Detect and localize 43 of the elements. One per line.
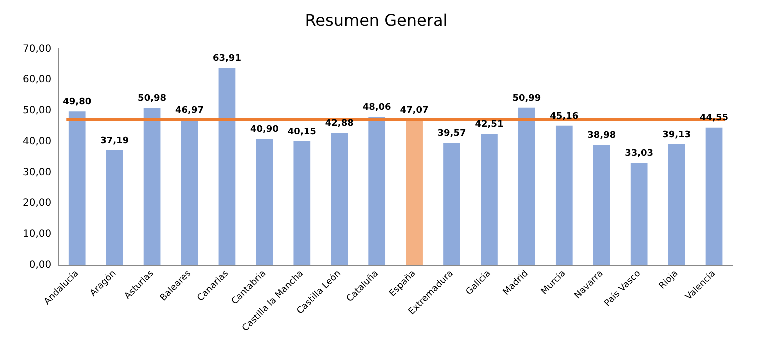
data-label: 40,15 [288,127,316,138]
bar [256,139,274,266]
y-tick-label: 10,00 [22,229,52,240]
bar [218,68,236,266]
y-tick-label: 0,00 [29,260,52,272]
y-tick-label: 60,00 [22,74,52,86]
data-label: 40,90 [250,124,279,135]
data-label: 50,99 [512,94,542,104]
data-label: 37,19 [100,136,130,146]
bar [668,144,686,266]
bar [630,163,648,266]
data-label: 39,57 [438,129,466,140]
y-tick-label: 20,00 [22,198,52,210]
bar [706,128,723,266]
chart-title: Resumen General [305,10,448,30]
data-label: 38,98 [588,130,616,141]
bar [144,108,161,266]
bar [444,143,460,266]
bar [294,141,311,266]
bar [481,134,498,266]
data-label: 50,98 [138,94,167,104]
data-label: 42,88 [325,118,354,129]
bar [556,126,573,266]
bar [106,150,124,266]
y-tick-label: 40,00 [22,136,52,148]
bar [368,116,386,266]
data-label: 46,97 [176,106,204,116]
data-label: 42,51 [475,120,504,130]
y-tick-label: 70,00 [22,44,52,55]
bar [181,120,198,266]
bar [593,145,610,266]
y-tick-label: 50,00 [22,106,52,117]
data-label: 63,91 [212,54,242,64]
data-label: 39,13 [662,130,692,140]
data-label: 48,06 [362,102,392,113]
bar [406,120,423,266]
data-label: 33,03 [625,149,654,160]
bar [331,132,348,266]
bar [68,112,86,266]
bar [518,108,536,266]
data-label: 47,07 [400,106,429,116]
y-tick-label: 30,00 [22,167,52,178]
data-label: 49,80 [63,97,92,108]
